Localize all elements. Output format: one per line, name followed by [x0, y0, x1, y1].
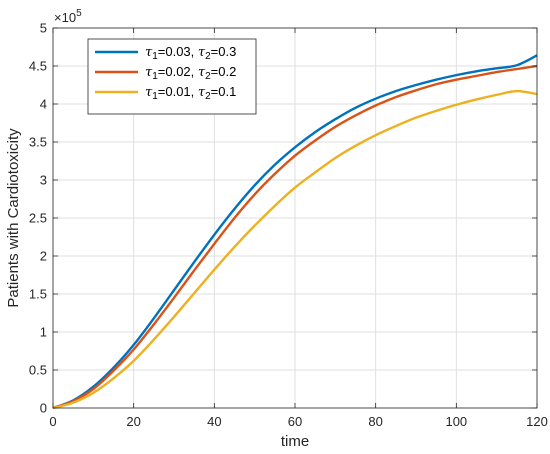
legend-val2: =0.1 [211, 84, 237, 99]
y-tick-label: 4 [40, 97, 47, 112]
x-tick-label: 60 [288, 414, 302, 429]
legend-sym2: τ [198, 65, 206, 80]
legend: τ1=0.03, τ2=0.3τ1=0.02, τ2=0.2τ1=0.01, τ… [87, 38, 257, 115]
legend-label-1: τ1=0.03, τ2=0.3 [145, 44, 236, 62]
series-lines [52, 54, 538, 410]
legend-label-2: τ1=0.02, τ2=0.2 [145, 64, 236, 82]
series-line-1 [52, 54, 538, 410]
legend-sym1: τ [145, 65, 153, 80]
y-tick-label: 3.5 [29, 135, 47, 150]
x-tick-label: 120 [526, 414, 548, 429]
legend-val1: =0.02, [158, 64, 198, 79]
legend-entries: τ1=0.03, τ2=0.3τ1=0.02, τ2=0.2τ1=0.01, τ… [95, 44, 236, 102]
legend-sym2: τ [198, 45, 206, 60]
y-tick-label: 0.5 [29, 363, 47, 378]
y-tick-label: 2 [40, 249, 47, 264]
y-tick-label: 2.5 [29, 211, 47, 226]
legend-val2: =0.3 [211, 44, 237, 59]
x-tick-label: 0 [49, 414, 56, 429]
x-tick-label: 40 [207, 414, 221, 429]
legend-val1: =0.01, [158, 84, 198, 99]
x-tick-label: 80 [368, 414, 382, 429]
legend-val1: =0.03, [158, 44, 198, 59]
series-line-2 [52, 64, 538, 410]
y-tick-label: 5 [40, 21, 47, 36]
tick-labels: 0 20 40 60 80 100 120 0 0.5 1 1.5 2 2.5 3 3.5 4 4.5 5 [29, 21, 548, 430]
legend-sub1: 1 [152, 91, 158, 102]
legend-sym2: τ [198, 85, 206, 100]
legend-sub1: 1 [152, 51, 158, 62]
x-tick-label: 100 [445, 414, 467, 429]
y-tick-label: 1.5 [29, 287, 47, 302]
legend-sub2: 2 [205, 91, 211, 102]
legend-sub2: 2 [205, 71, 211, 82]
legend-label-3: τ1=0.01, τ2=0.1 [145, 84, 236, 102]
y-tick-label: 4.5 [29, 59, 47, 74]
y-tick-label: 3 [40, 173, 47, 188]
legend-sub2: 2 [205, 51, 211, 62]
x-axis-label: time [281, 433, 309, 450]
legend-sym1: τ [145, 85, 153, 100]
axis-ticks [52, 27, 538, 409]
y-tick-label: 0 [40, 401, 47, 416]
y-multiplier: ×105 [54, 8, 82, 25]
legend-sub1: 1 [152, 71, 158, 82]
y-tick-label: 1 [40, 325, 47, 340]
y-multiplier-exponent: 5 [76, 8, 82, 19]
legend-val2: =0.2 [211, 64, 237, 79]
x-tick-label: 20 [126, 414, 140, 429]
y-multiplier-base: ×10 [54, 10, 76, 25]
y-axis-label: Patients with Cardiotoxicity [5, 128, 22, 308]
legend-sym1: τ [145, 45, 153, 60]
series-line-3 [52, 89, 538, 410]
